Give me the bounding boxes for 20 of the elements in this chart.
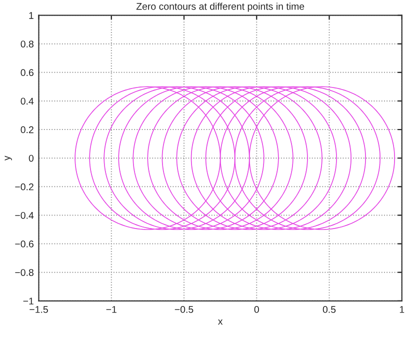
chart-title: Zero contours at different points in time [136,2,304,12]
y-tick-label: −0.2 [15,183,34,190]
y-tick-label: −1 [23,298,34,304]
y-tick-label: 0.8 [20,40,34,48]
y-tick-label: −0.4 [15,212,34,219]
x-tick-label: 1 [400,306,404,313]
y-axis-title: y [4,156,12,161]
y-tick-label: 0.6 [20,69,34,76]
x-tick-label: 0.5 [322,306,336,313]
y-tick-label: 0.2 [20,126,34,134]
y-tick-label: −0.8 [15,269,34,276]
x-tick-label: −0.5 [174,306,194,313]
y-tick-label: 0.4 [20,98,34,105]
x-tick-label: −1.5 [30,306,48,313]
x-tick-label: 0 [254,306,259,313]
y-tick-label: 0 [28,154,34,162]
x-axis-title: x [218,320,223,325]
x-tick-label: −1 [106,306,116,313]
y-tick-label: 1 [29,12,34,19]
y-tick-label: −0.6 [15,240,34,248]
